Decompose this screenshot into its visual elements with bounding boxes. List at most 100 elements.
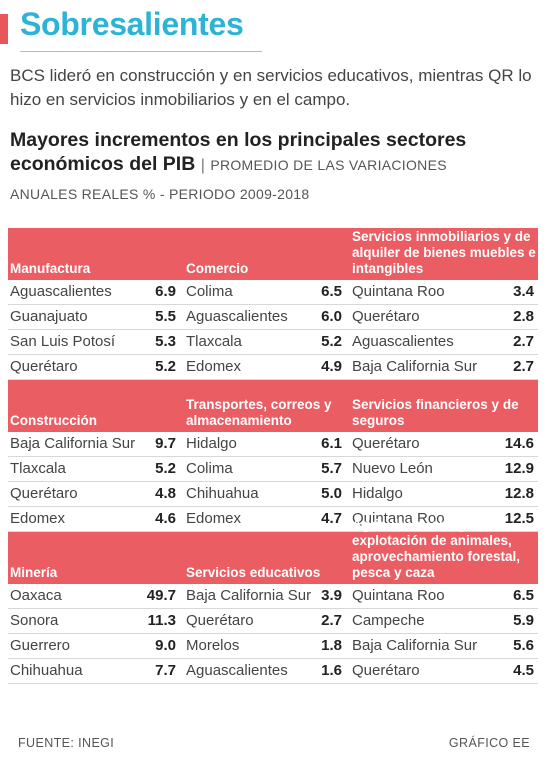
state-name: Baja California Sur: [10, 435, 136, 452]
state-row: Aguascalientes 6.0: [184, 305, 350, 330]
sector-name: Comercio: [186, 261, 249, 276]
title-marker: [0, 14, 8, 44]
sector-column: Baja California Sur 3.9 Querétaro 2.7 Morelo…: [184, 584, 350, 684]
sector-name: Construcción: [10, 413, 98, 428]
state-name: Nuevo León: [352, 460, 433, 477]
growth-value: 4.6: [155, 510, 176, 527]
growth-value: 7.7: [155, 662, 176, 679]
state-name: Querétaro: [186, 612, 254, 629]
state-name: Querétaro: [352, 308, 420, 325]
headline-main: Mayores incrementos en los principales s…: [10, 129, 467, 175]
state-row: Tlaxcala 5.2: [8, 457, 184, 482]
sector-name: Agricultura, cria y explotación de anima…: [352, 517, 521, 580]
state-name: Aguascalientes: [186, 308, 288, 325]
state-name: Aguascalientes: [10, 283, 112, 300]
state-row: Baja California Sur 9.7: [8, 432, 184, 457]
growth-value: 6.9: [155, 283, 176, 300]
growth-value: 9.7: [155, 435, 176, 452]
growth-value: 2.7: [513, 358, 534, 375]
growth-value: 49.7: [146, 587, 176, 604]
sector-header-row: Construcción Transportes, correos y almac…: [8, 380, 538, 432]
state-name: Chihuahua: [186, 485, 259, 502]
headline-subtitle-line-2: ANUALES REALES % - PERIODO 2009-2018: [10, 186, 310, 202]
state-name: Colima: [186, 283, 233, 300]
headline-subtitle: PROMEDIO DE LAS VARIACIONES: [210, 157, 447, 173]
sector-name: Servicios inmobiliarios y de alquiler de…: [352, 229, 536, 276]
growth-value: 9.0: [155, 637, 176, 654]
sector-name: Minería: [10, 565, 58, 580]
state-row: Chihuahua 7.7: [8, 659, 184, 684]
state-row: Oaxaca 49.7: [8, 584, 184, 609]
state-row: Colima 6.5: [184, 280, 350, 305]
state-name: Querétaro: [352, 435, 420, 452]
state-row: Guerrero 9.0: [8, 634, 184, 659]
growth-value: 12.5: [504, 510, 534, 527]
state-name: Querétaro: [10, 358, 78, 375]
state-row: Hidalgo 6.1: [184, 432, 350, 457]
intro-text: BCS lideró en construcción y en servicio…: [10, 66, 532, 109]
growth-value: 1.8: [321, 637, 342, 654]
state-row: Aguascalientes 1.6: [184, 659, 350, 684]
state-row: Guanajuato 5.5: [8, 305, 184, 330]
growth-value: 5.2: [155, 460, 176, 477]
graphic-credit: GRÁFICO EE: [448, 736, 530, 750]
sector-column: Quintana Roo 6.5 Campeche 5.9 Baja Californi…: [350, 584, 538, 684]
state-row: Baja California Sur 5.6: [350, 634, 538, 659]
sector-column: Colima 6.5 Aguascalientes 6.0 Tlaxcala 5.2 Edo…: [184, 280, 350, 380]
state-name: Guanajuato: [10, 308, 88, 325]
growth-value: 6.1: [321, 435, 342, 452]
sector-column: Aguascalientes 6.9 Guanajuato 5.5 San Luis P…: [8, 280, 184, 380]
sector-block: Construcción Transportes, correos y almac…: [8, 380, 538, 532]
state-row: Sonora 11.3: [8, 609, 184, 634]
state-row: Querétaro 2.8: [350, 305, 538, 330]
growth-value: 5.2: [321, 333, 342, 350]
sector-block: Minería Servicios educativos Agricultura, …: [8, 517, 538, 684]
state-name: Aguascalientes: [352, 333, 454, 350]
state-row: Querétaro 2.7: [184, 609, 350, 634]
growth-value: 12.8: [504, 485, 534, 502]
state-name: Baja California Sur: [352, 637, 478, 654]
state-row: Querétaro 5.2: [8, 355, 184, 380]
state-name: Quintana Roo: [352, 587, 445, 604]
state-row: Querétaro 14.6: [350, 432, 538, 457]
state-name: Sonora: [10, 612, 59, 629]
state-row: Baja California Sur 2.7: [350, 355, 538, 380]
state-name: Campeche: [352, 612, 425, 629]
growth-value: 6.5: [513, 587, 534, 604]
state-row: Querétaro 4.8: [8, 482, 184, 507]
growth-value: 5.2: [155, 358, 176, 375]
growth-value: 2.7: [513, 333, 534, 350]
sector-name: Manufactura: [10, 261, 91, 276]
state-row: Edomex 4.9: [184, 355, 350, 380]
growth-value: 5.3: [155, 333, 176, 350]
state-name: Hidalgo: [186, 435, 237, 452]
state-name: Tlaxcala: [186, 333, 242, 350]
state-name: Aguascalientes: [186, 662, 288, 679]
state-row: San Luis Potosí 5.3: [8, 330, 184, 355]
growth-value: 5.7: [321, 460, 342, 477]
growth-value: 12.9: [504, 460, 534, 477]
growth-value: 5.6: [513, 637, 534, 654]
growth-value: 4.7: [321, 510, 342, 527]
state-row: Aguascalientes 2.7: [350, 330, 538, 355]
sector-column: Hidalgo 6.1 Colima 5.7 Chihuahua 5.0 Edomex 4.7: [184, 432, 350, 532]
sector-table: Manufactura Comercio Servicios inmobiliari…: [8, 228, 538, 684]
growth-value: 3.9: [321, 587, 342, 604]
state-name: Chihuahua: [10, 662, 83, 679]
growth-value: 5.0: [321, 485, 342, 502]
state-row: Tlaxcala 5.2: [184, 330, 350, 355]
state-row: Hidalgo 12.8: [350, 482, 538, 507]
state-row: Querétaro 4.5: [350, 659, 538, 684]
sector-name: Transportes, correos y almacenamiento: [186, 397, 332, 428]
state-name: Morelos: [186, 637, 240, 654]
sector-name: Servicios educativos: [186, 565, 321, 580]
growth-value: 2.7: [321, 612, 342, 629]
headline-separator: |: [200, 157, 205, 174]
growth-value: 14.6: [504, 435, 534, 452]
state-name: Edomex: [10, 510, 66, 527]
state-name: Querétaro: [352, 662, 420, 679]
state-row: Colima 5.7: [184, 457, 350, 482]
sector-header-row: Manufactura Comercio Servicios inmobiliari…: [8, 228, 538, 280]
state-row: Baja California Sur 3.9: [184, 584, 350, 609]
state-row: Quintana Roo 6.5: [350, 584, 538, 609]
